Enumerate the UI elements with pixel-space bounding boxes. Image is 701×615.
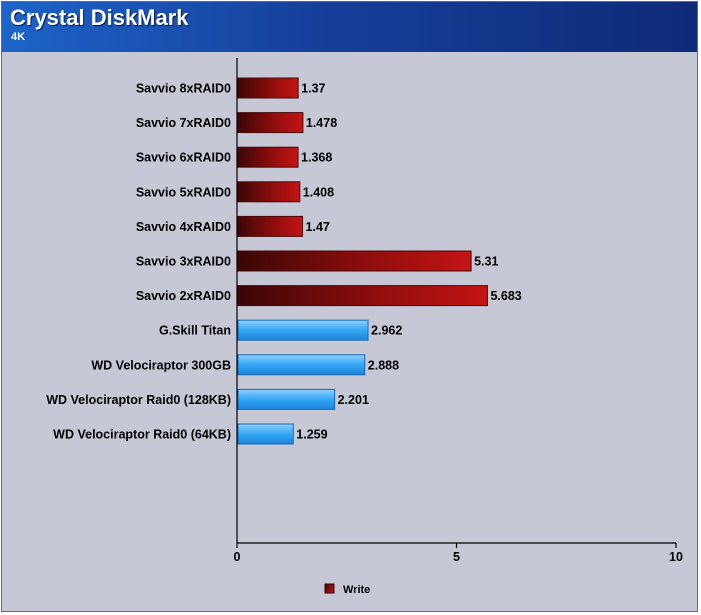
x-tick-label: 5 [453,550,460,564]
category-label: WD Velociraptor 300GB [91,358,231,372]
value-label: 5.31 [474,255,498,269]
bar [237,319,369,341]
category-label: Savvio 8xRAID0 [136,82,231,96]
bar [237,354,366,376]
bar [237,77,299,99]
bars-layer: Savvio 8xRAID0 1.37 Savvio 7xRAID0 1.478 Sav… [46,77,522,445]
value-label: 1.478 [306,116,337,130]
category-label: WD Velociraptor Raid0 (128KB) [46,393,231,407]
category-label: WD Velociraptor Raid0 (64KB) [53,428,231,442]
chart-subtitle: 4K [11,31,26,43]
value-label: 1.259 [296,428,327,442]
legend: Write [324,583,370,596]
value-label: 2.962 [371,324,402,338]
value-label: 1.368 [301,151,332,165]
bar [237,388,336,410]
category-label: Savvio 6xRAID0 [136,151,231,165]
legend-label: Write [343,584,370,596]
value-label: 1.37 [301,82,325,96]
bar [237,181,301,203]
category-label: Savvio 2xRAID0 [136,289,231,303]
category-label: Savvio 3xRAID0 [136,255,231,269]
x-tick-label: 10 [669,550,683,564]
bar [237,250,472,272]
bar [237,146,299,168]
value-label: 2.888 [368,358,399,372]
category-label: Savvio 4xRAID0 [136,220,231,234]
value-label: 1.408 [303,185,334,199]
axis-layer: 0 5 10 [234,58,683,564]
bar [237,112,304,134]
bar [237,285,488,307]
chart-title: Crystal DiskMark [10,5,189,30]
value-label: 2.201 [338,393,369,407]
category-label: G.Skill Titan [159,324,231,338]
value-label: 1.47 [306,220,330,234]
bar [237,215,304,237]
bar [237,423,294,445]
category-label: Savvio 7xRAID0 [136,116,231,130]
x-tick-label: 0 [234,550,241,564]
chart-header: Crystal DiskMark 4K [2,2,697,52]
legend-swatch [324,583,335,594]
category-label: Savvio 5xRAID0 [136,185,231,199]
value-label: 5.683 [490,289,521,303]
